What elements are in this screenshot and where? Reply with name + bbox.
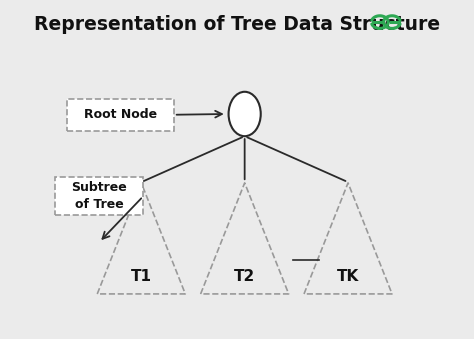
Text: Representation of Tree Data Structure: Representation of Tree Data Structure	[34, 15, 440, 34]
Text: T1: T1	[131, 269, 152, 284]
Text: Subtree
of Tree: Subtree of Tree	[71, 181, 127, 211]
FancyBboxPatch shape	[67, 99, 174, 131]
FancyBboxPatch shape	[55, 177, 143, 216]
Text: TK: TK	[337, 269, 359, 284]
Ellipse shape	[228, 92, 261, 136]
Text: Root Node: Root Node	[84, 108, 157, 121]
Text: T2: T2	[234, 269, 255, 284]
